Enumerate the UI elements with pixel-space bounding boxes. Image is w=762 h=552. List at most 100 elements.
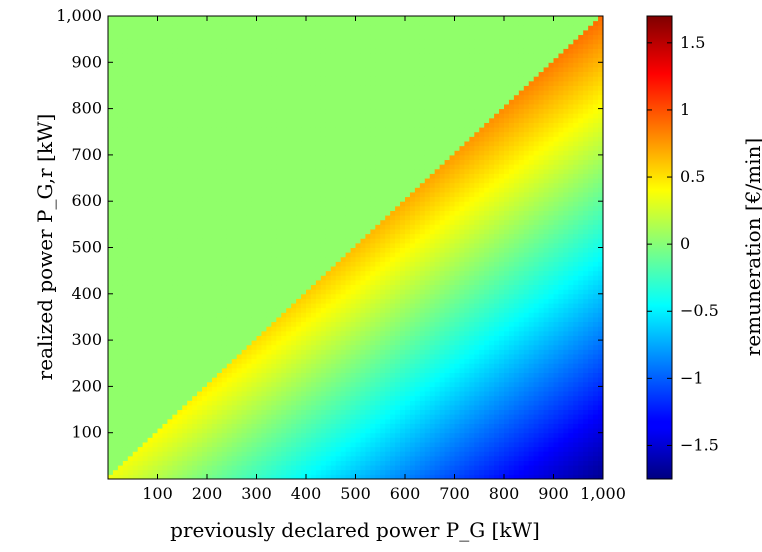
heatmap-cell [197, 85, 203, 91]
heatmap-cell [286, 191, 292, 198]
heatmap-cell [147, 303, 154, 309]
heatmap-cell [226, 303, 233, 309]
heatmap-cell [335, 353, 342, 360]
heatmap-cell [335, 113, 342, 119]
heatmap-cell [271, 381, 277, 387]
heatmap-cell [330, 363, 337, 369]
heatmap-cell [251, 321, 257, 327]
heatmap-cell [306, 150, 312, 156]
heatmap-cell [320, 53, 327, 59]
heatmap-cell [236, 16, 243, 22]
heatmap-cell [152, 395, 158, 401]
heatmap-cell [192, 182, 198, 188]
heatmap-cell [306, 303, 312, 309]
heatmap-cell [127, 34, 134, 40]
heatmap-cell [177, 159, 183, 165]
heatmap-cell [271, 228, 277, 235]
heatmap-cell [291, 349, 297, 355]
heatmap-cell [226, 367, 233, 374]
heatmap-cell [286, 76, 292, 82]
heatmap-cell [211, 284, 218, 290]
heatmap-cell [306, 400, 312, 406]
heatmap-cell [112, 298, 119, 304]
heatmap-cell [221, 284, 228, 290]
heatmap-cell [330, 298, 337, 304]
heatmap-cell [177, 270, 183, 276]
heatmap-cell [112, 279, 119, 286]
heatmap-cell [177, 400, 183, 406]
heatmap-cell [142, 20, 149, 26]
heatmap-cell [207, 441, 213, 448]
heatmap-cell [122, 43, 129, 49]
heatmap-cell [197, 29, 203, 36]
heatmap-cell [172, 122, 178, 128]
heatmap-cell [320, 279, 327, 286]
heatmap-cell [221, 150, 228, 156]
heatmap-cell [256, 423, 262, 429]
heatmap-cell [340, 381, 347, 387]
heatmap-cell [246, 94, 253, 100]
heatmap-cell [296, 293, 302, 299]
heatmap-cell [117, 127, 124, 133]
heatmap-cell [286, 25, 292, 31]
heatmap-cell [286, 228, 292, 235]
heatmap-cell [266, 39, 272, 45]
heatmap-cell [192, 201, 198, 207]
heatmap-cell [122, 178, 129, 184]
heatmap-cell [127, 372, 134, 378]
heatmap-cell [266, 34, 272, 40]
heatmap-cell [192, 247, 198, 253]
heatmap-cell [325, 321, 332, 327]
heatmap-cell [221, 90, 228, 96]
heatmap-cell [197, 247, 203, 253]
heatmap-cell [108, 113, 114, 119]
heatmap-cell [112, 469, 119, 475]
heatmap-cell [182, 298, 188, 304]
heatmap-cell [117, 326, 124, 332]
heatmap-cell [117, 141, 124, 147]
heatmap-cell [211, 16, 218, 22]
heatmap-cell [137, 428, 144, 434]
heatmap-cell [182, 66, 188, 73]
heatmap-cell [207, 168, 213, 174]
heatmap-cell [127, 326, 134, 332]
heatmap-cell [291, 414, 297, 420]
heatmap-cell [182, 261, 188, 267]
heatmap-cell [286, 187, 292, 193]
heatmap-cell [132, 224, 139, 230]
heatmap-cell [256, 201, 262, 207]
heatmap-cell [108, 321, 114, 327]
heatmap-cell [315, 293, 322, 299]
heatmap-cell [315, 367, 322, 374]
heatmap-cell [286, 145, 292, 151]
heatmap-cell [335, 469, 342, 475]
heatmap-cell [197, 168, 203, 174]
heatmap-cell [137, 76, 144, 82]
heatmap-cell [197, 136, 203, 142]
heatmap-cell [216, 154, 223, 161]
heatmap-cell [276, 266, 282, 272]
heatmap-cell [236, 298, 243, 304]
heatmap-cell [192, 173, 198, 179]
heatmap-cell [112, 210, 119, 216]
heatmap-cell [350, 187, 356, 193]
heatmap-cell [157, 191, 163, 198]
heatmap-cell [261, 196, 267, 202]
heatmap-cell [256, 233, 262, 239]
heatmap-cell [251, 335, 257, 341]
heatmap-cell [320, 127, 327, 133]
heatmap-cell [216, 279, 223, 286]
heatmap-cell [325, 103, 332, 110]
heatmap-cell [345, 242, 352, 248]
heatmap-cell [137, 432, 144, 438]
heatmap-cell [182, 446, 188, 452]
heatmap-cell [271, 210, 277, 216]
heatmap-cell [231, 136, 238, 142]
heatmap-cell [256, 261, 262, 267]
heatmap-cell [266, 168, 272, 174]
heatmap-cell [108, 460, 114, 466]
heatmap-cell [147, 326, 154, 332]
heatmap-cell [127, 307, 134, 313]
heatmap-cell [216, 266, 223, 272]
heatmap-cell [216, 127, 223, 133]
